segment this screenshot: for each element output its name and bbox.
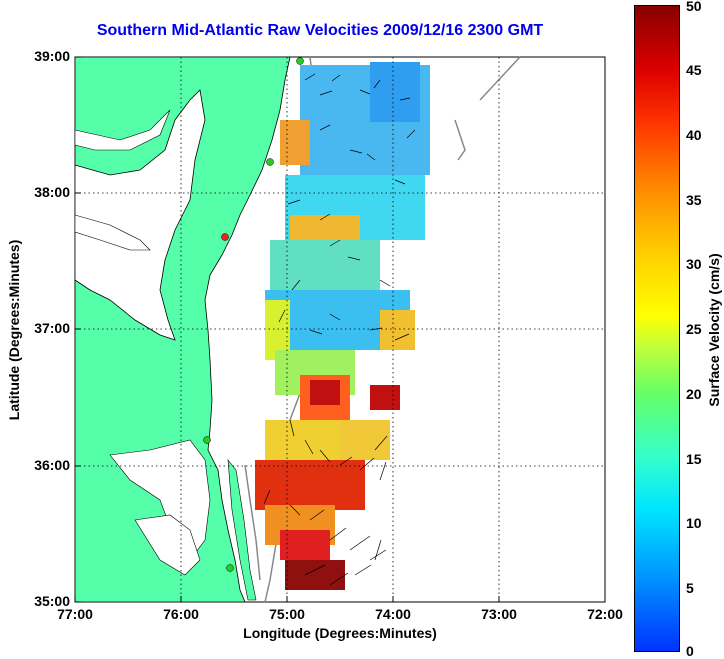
colorbar-tick-label: 25 [686, 321, 702, 337]
y-tick-label: 35:00 [34, 593, 70, 609]
y-axis-label: Latitude (Degrees:Minutes) [6, 239, 22, 421]
y-tick-label: 37:00 [34, 320, 70, 336]
station-marker-alert [221, 233, 229, 241]
chart-title: Southern Mid-Atlantic Raw Velocities 200… [96, 22, 544, 39]
colorbar-tick-label: 45 [686, 62, 702, 78]
x-tick-label: 74:00 [375, 606, 411, 622]
grid-lines [75, 57, 605, 602]
colorbar-tick-label: 30 [686, 256, 702, 272]
station-marker [266, 158, 274, 166]
x-tick-label: 73:00 [481, 606, 517, 622]
colorbar-tick-label: 15 [686, 451, 702, 467]
bay-river-1 [74, 214, 151, 251]
colorbar-tick-label: 40 [686, 127, 702, 143]
velocity-vectors [263, 73, 416, 586]
velocity-field [255, 62, 430, 590]
colorbar-tick-label: 50 [686, 0, 702, 14]
chesapeake-bay [74, 89, 206, 341]
tick-marks [74, 56, 606, 603]
station-marker [203, 436, 211, 444]
sound-south-2 [134, 514, 201, 576]
colorbar-tick-label: 5 [686, 580, 694, 596]
y-tick-label: 36:00 [34, 457, 70, 473]
x-tick-label: 72:00 [587, 606, 623, 622]
y-tick-label: 38:00 [34, 184, 70, 200]
bay-inlet-north [74, 109, 171, 151]
colorbar-tick-label: 20 [686, 386, 702, 402]
barrier-island [227, 459, 257, 601]
colorbar-label: Surface Velocity (cm/s) [706, 253, 722, 407]
station-marker [226, 564, 234, 572]
colorbar-tick-label: 35 [686, 192, 702, 208]
colorbar [634, 5, 680, 652]
y-tick-label: 39:00 [34, 48, 70, 64]
colorbar-tick-label: 0 [686, 643, 694, 659]
colorbar-tick-label: 10 [686, 515, 702, 531]
x-tick-label: 77:00 [57, 606, 93, 622]
x-tick-label: 76:00 [163, 606, 199, 622]
station-marker [296, 57, 304, 65]
x-tick-label: 75:00 [269, 606, 305, 622]
x-axis-label: Longitude (Degrees:Minutes) [243, 625, 437, 641]
